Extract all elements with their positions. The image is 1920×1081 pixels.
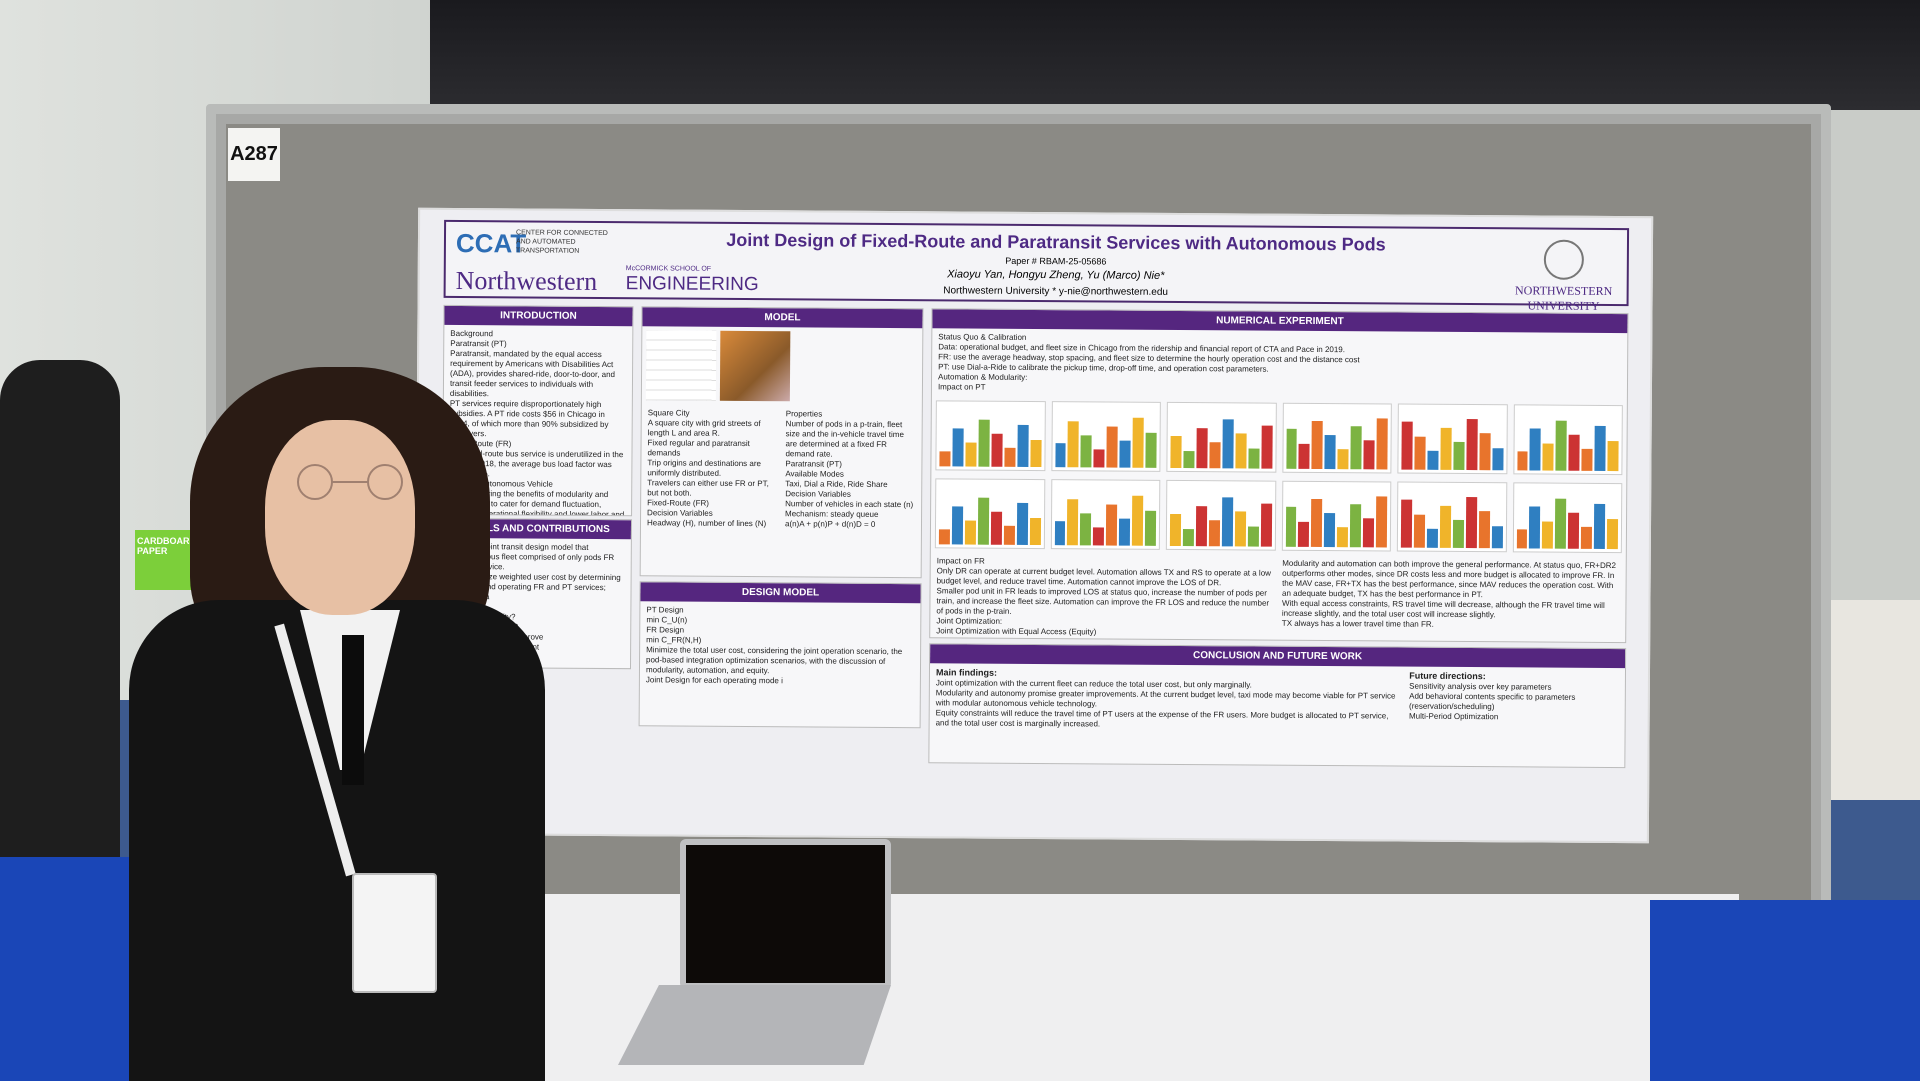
laptop-keyboard[interactable] bbox=[618, 985, 891, 1065]
design-model-section: DESIGN MODEL PT Design min C_U(n) FR Desig… bbox=[638, 581, 922, 729]
poster-title: Joint Design of Fixed-Route and Paratran… bbox=[726, 229, 1386, 255]
northwestern-university-logo: NORTHWESTERN UNIVERSITY bbox=[1508, 239, 1619, 314]
paper-number: Paper # RBAM-25-05686 bbox=[1005, 255, 1107, 267]
conclusion-section: CONCLUSION AND FUTURE WORK Main findings… bbox=[928, 643, 1627, 769]
main-findings-label: Main findings: bbox=[935, 667, 998, 678]
results-mini-chart bbox=[1281, 480, 1392, 552]
conclusion-body: Main findings: Joint optimization with th… bbox=[930, 663, 1625, 737]
results-mini-chart bbox=[1396, 481, 1507, 553]
poster-text-line: Modularity and automation can both impro… bbox=[1282, 558, 1617, 600]
poster-text-line: Trip origins and destinations are unifor… bbox=[647, 458, 762, 478]
presenter-tie bbox=[342, 635, 364, 785]
future-directions-label: Future directions: bbox=[1409, 670, 1486, 682]
poster-text-line: Multi-Period Optimization bbox=[1408, 711, 1499, 722]
poster-text-line: A square city with grid streets of lengt… bbox=[647, 418, 761, 438]
university-seal-icon bbox=[1543, 239, 1585, 280]
section-heading: MODEL bbox=[642, 307, 923, 329]
poster-text-line: Headway (H), number of lines (N) bbox=[646, 518, 767, 529]
poster-text-line: Only DR can operate at current budget le… bbox=[936, 566, 1271, 588]
results-mini-chart bbox=[1166, 401, 1277, 473]
poster-text-line: Minimize the total user cost, considerin… bbox=[645, 645, 903, 676]
section-body: Square City A square city with grid stree… bbox=[641, 404, 922, 534]
section-body: Status Quo & Calibration Data: operationa… bbox=[932, 328, 1627, 401]
results-mini-chart bbox=[1512, 404, 1623, 476]
results-mini-chart bbox=[1512, 482, 1623, 554]
presenter-face bbox=[265, 420, 415, 615]
poster-header: CCAT CENTER FOR CONNECTED AND AUTOMATED … bbox=[443, 219, 1630, 313]
poster-text-line: Joint Optimization with Equal Access (Eq… bbox=[936, 626, 1097, 637]
section-heading: DESIGN MODEL bbox=[640, 582, 921, 604]
section-body: PT Design min C_U(n) FR Design min C_FR(N,H… bbox=[640, 601, 921, 691]
poster-authors: Xiaoyu Yan, Hongyu Zheng, Yu (Marco) Nie… bbox=[947, 268, 1165, 282]
results-mini-chart bbox=[1050, 479, 1161, 550]
nwu-logo-text: NORTHWESTERN UNIVERSITY bbox=[1514, 283, 1613, 313]
results-mini-chart bbox=[935, 400, 1046, 472]
poster-text-line: Fixed regular and paratransit demands bbox=[647, 438, 750, 458]
research-poster: CCAT CENTER FOR CONNECTED AND AUTOMATED … bbox=[413, 207, 1654, 844]
section-heading: INTRODUCTION bbox=[444, 305, 633, 327]
name-badge bbox=[352, 873, 437, 993]
laptop-screen[interactable] bbox=[680, 839, 891, 989]
results-mini-chart bbox=[1397, 403, 1508, 475]
results-mini-chart bbox=[1281, 402, 1392, 474]
results-chart-row bbox=[931, 396, 1627, 479]
mccormick-label: McCORMICK SCHOOL OF bbox=[625, 265, 712, 273]
ccat-logo-text: CENTER FOR CONNECTED AND AUTOMATED TRANS… bbox=[515, 229, 608, 255]
results-chart-row bbox=[931, 474, 1627, 557]
poster-text-line: TX always has a lower travel time than F… bbox=[1281, 618, 1434, 629]
model-figures bbox=[642, 326, 923, 406]
table-drape-right bbox=[1650, 900, 1920, 1081]
poster-text-line: Joint Design for each operating mode i bbox=[645, 675, 783, 686]
northwestern-logo: Northwestern bbox=[455, 265, 598, 296]
poster-affiliation: Northwestern University * y-nie@northwes… bbox=[943, 285, 1169, 298]
results-mini-chart bbox=[1050, 401, 1161, 472]
numerical-experiment-section: NUMERICAL EXPERIMENT Status Quo & Calibr… bbox=[929, 308, 1629, 644]
poster-text-line: Equity constraints will reduce the trave… bbox=[935, 708, 1389, 729]
glasses-icon bbox=[297, 464, 403, 500]
results-mini-chart bbox=[1165, 479, 1276, 551]
square-city-figure bbox=[645, 330, 717, 401]
poster-text-line: Smaller pod unit in FR leads to improved… bbox=[936, 586, 1270, 616]
poster-text-line: a(n)A + p(n)P + d(n)D = 0 bbox=[784, 519, 876, 529]
results-mini-chart bbox=[934, 478, 1045, 550]
poster-text-line: Paratransit, mandated by the equal acces… bbox=[449, 348, 616, 399]
poster-text-line: Add behavioral contents specific to para… bbox=[1409, 691, 1576, 712]
poster-text-line: PT services require disproportionately h… bbox=[449, 398, 609, 438]
booth-number-label: A287 bbox=[228, 128, 280, 181]
section-body: Impact on FR Only DR can operate at curre… bbox=[930, 552, 1626, 643]
ceiling bbox=[430, 0, 1920, 110]
model-section: MODEL Square City A square city with grid… bbox=[639, 306, 924, 579]
poster-text-line: Travelers can either use FR or PT, but n… bbox=[647, 478, 769, 498]
chicago-map-figure bbox=[719, 330, 791, 402]
poster-text-line: With equal access constraints, RS travel… bbox=[1281, 598, 1605, 620]
poster-text-line: Number of pods in a p-train, fleet size … bbox=[785, 419, 904, 459]
background-attendee bbox=[0, 360, 120, 860]
